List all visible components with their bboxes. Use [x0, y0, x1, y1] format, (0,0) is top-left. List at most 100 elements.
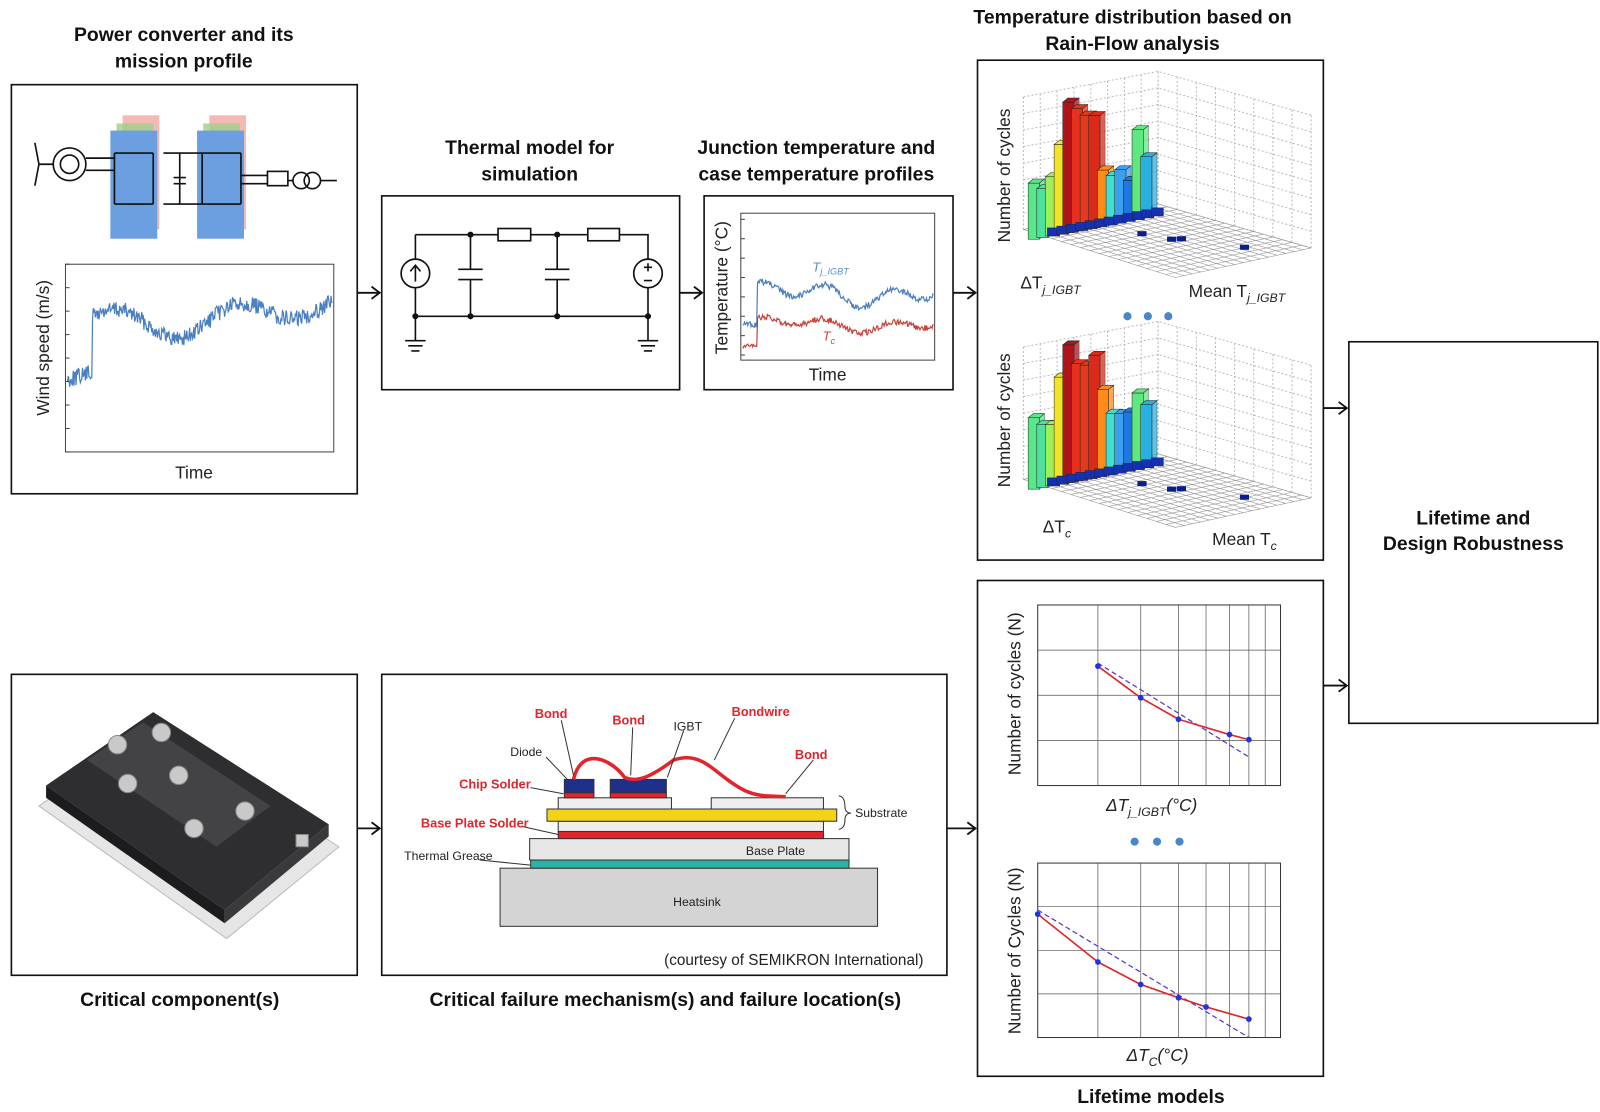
point [1226, 731, 1233, 738]
label: Chip Solder [459, 777, 531, 792]
decorations [65, 70, 1312, 1039]
title: Critical component(s) [80, 989, 279, 1011]
copper [557, 820, 824, 832]
dot [1152, 837, 1162, 846]
bar-top [1096, 385, 1115, 390]
node [412, 313, 419, 320]
title: mission profile [115, 50, 253, 72]
terminal [235, 801, 255, 821]
wind-trace [66, 294, 333, 387]
cross-section [479, 717, 879, 927]
title: Critical failure mechanism(s) and failur… [430, 989, 902, 1011]
label: Bond [612, 712, 645, 727]
substrate [546, 808, 838, 822]
bar [1140, 156, 1153, 219]
floor-grid [1137, 236, 1273, 266]
title: Power converter and its [74, 24, 294, 46]
floor-grid [1108, 478, 1245, 507]
bar-top [1088, 350, 1106, 356]
chip-solder [609, 792, 667, 799]
point [1246, 1016, 1252, 1023]
bar-top [1027, 413, 1046, 419]
point [1175, 994, 1182, 1001]
subscript: j_IGBT [1126, 805, 1168, 819]
axis-label: ΔTj_IGBT [1020, 273, 1082, 297]
title: Junction temperature and [697, 137, 935, 159]
copper [710, 797, 824, 810]
bar [1176, 486, 1187, 492]
label: IGBT [673, 719, 702, 733]
bar [1137, 481, 1147, 487]
floor-grid [1165, 244, 1302, 275]
floor-grid [1156, 492, 1293, 522]
label: Substrate [855, 806, 908, 820]
wall-grid [1023, 70, 1312, 116]
symbol: ΔT [1020, 273, 1043, 293]
floor-grid [1127, 233, 1264, 263]
shape [224, 824, 329, 924]
title: Temperature distribution based on [973, 6, 1291, 28]
converter-schematic [34, 115, 337, 239]
floor-grid [1156, 242, 1293, 272]
wall-grid [1023, 320, 1312, 366]
axis-label: Temperature (°C) [712, 221, 732, 354]
subscript: j_IGBT [1041, 283, 1083, 297]
symbol: ΔT [1125, 1045, 1150, 1065]
floor-grid [1132, 208, 1286, 254]
dot [1143, 312, 1152, 321]
label: Diode [510, 745, 542, 759]
arrow [1323, 401, 1349, 415]
arrow [1323, 678, 1349, 693]
bar-top [1131, 388, 1150, 394]
shape [197, 130, 244, 239]
floor-grid [1146, 489, 1283, 519]
shape [46, 785, 225, 924]
terminal [169, 765, 189, 786]
point [1175, 716, 1182, 723]
title: Thermal model for [445, 137, 614, 159]
igbt-chip [609, 778, 667, 794]
label: Thermal Grease [404, 849, 493, 863]
floor-grid [1165, 494, 1302, 525]
floor-grid [1132, 458, 1286, 504]
arrows [357, 285, 1349, 836]
mission-box [10, 83, 359, 495]
axis-label: ΔTC(°C) [1125, 1045, 1188, 1069]
node [467, 231, 474, 238]
bar-top [1088, 111, 1106, 116]
axis-label: Number of cycles (N) [1004, 612, 1024, 775]
bar-top [1139, 400, 1158, 405]
bar [1176, 236, 1187, 242]
bar-top [1062, 97, 1080, 103]
symbol: T [812, 259, 821, 274]
axis-label: Number of cycles [994, 108, 1014, 242]
symbol: T [822, 329, 831, 344]
symbol: ΔT [1105, 795, 1130, 815]
symbol: ΔT [1043, 517, 1066, 537]
floor-grid [1158, 203, 1312, 249]
bar-top [1062, 340, 1080, 346]
diode-chip [563, 778, 595, 794]
resistor [497, 227, 532, 242]
bar-top [1070, 104, 1089, 109]
label: Bondwire [732, 704, 790, 719]
symbol: Mean T [1212, 529, 1271, 549]
dot [1175, 837, 1184, 846]
title: Lifetime models [1077, 1086, 1225, 1108]
axis-label: Wind speed (m/s) [33, 280, 53, 416]
terminal [295, 834, 309, 848]
dot [1164, 312, 1173, 321]
thermal-circuit [400, 227, 664, 352]
node [554, 313, 561, 320]
shape [266, 170, 289, 187]
bar-top [1113, 165, 1132, 171]
bar [1239, 494, 1250, 500]
wind-plot-frame [64, 263, 335, 453]
generator [59, 154, 80, 175]
terminal [107, 735, 128, 755]
bar [1150, 457, 1164, 467]
label: Bond [535, 706, 568, 721]
resistor [586, 227, 621, 242]
